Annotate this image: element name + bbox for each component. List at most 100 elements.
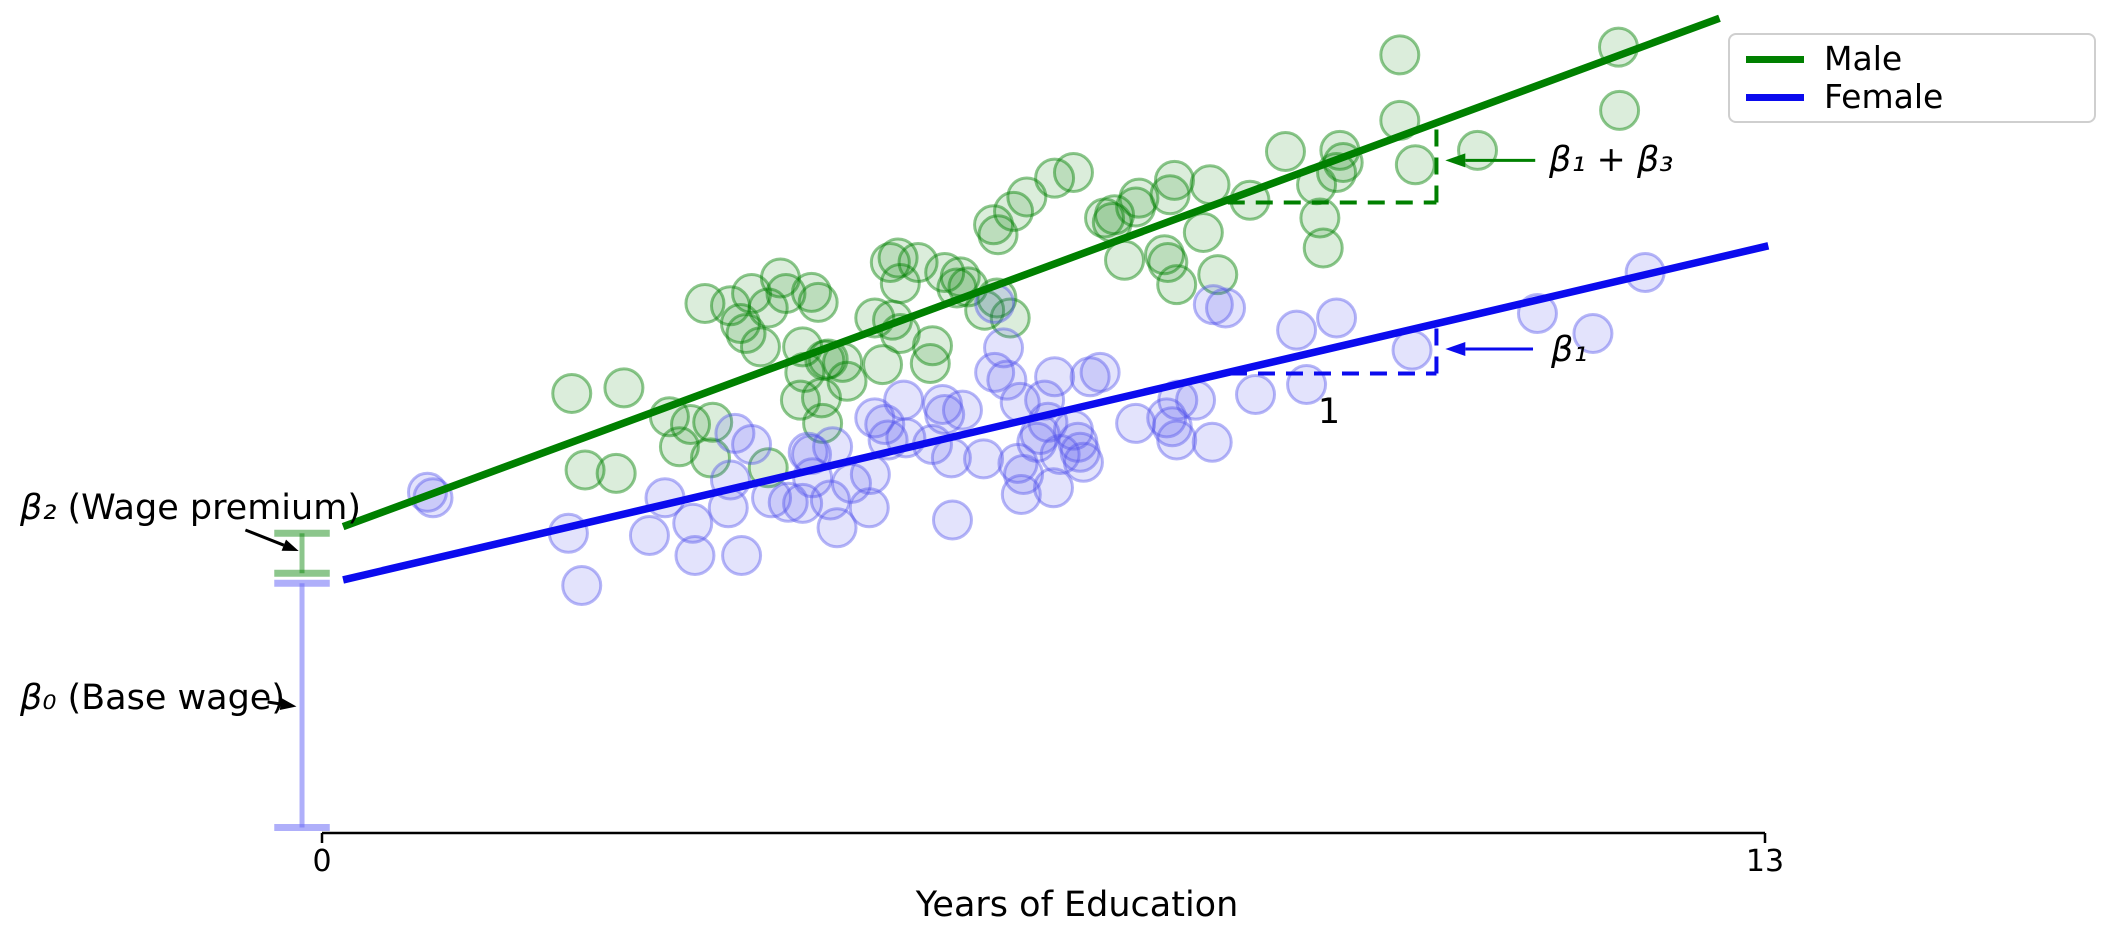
beta2-symbol: β₂	[20, 488, 57, 528]
x-tick-label-0: 0	[312, 844, 332, 879]
female-scatter-point	[767, 481, 809, 523]
male-line-swatch	[1746, 55, 1804, 63]
female-scatter-point	[931, 499, 973, 541]
female-scatter-point	[864, 404, 906, 446]
female-scatter-point	[816, 507, 858, 549]
female-fit-line	[342, 242, 1770, 584]
female-scatter-point	[672, 502, 714, 544]
female-scatter-point	[983, 327, 1025, 369]
male-scatter-point	[1006, 176, 1048, 218]
male-scatter-point	[973, 204, 1015, 246]
base-wage-pointer-arrow	[267, 700, 281, 706]
female-scatter-point	[1032, 467, 1074, 509]
male-scatter-point	[1084, 197, 1126, 239]
female-scatter-point	[1316, 297, 1358, 339]
male-scatter-point	[1147, 241, 1189, 283]
male-scatter-point	[989, 297, 1031, 339]
female-scatter-point	[1391, 329, 1433, 371]
male-scatter-point	[1394, 144, 1436, 186]
base-wage-pointer-arrow-head	[279, 698, 297, 710]
female-scatter-point	[1156, 419, 1198, 461]
female-scatter-point	[674, 535, 716, 576]
male-scatter-point	[709, 285, 751, 327]
female-scatter-point	[731, 424, 773, 465]
female-scatter-point	[1235, 374, 1277, 416]
beta0-symbol: β₀	[20, 678, 57, 718]
male-scatter-point	[802, 402, 844, 444]
female-scatter-point	[721, 535, 763, 576]
female-scatter-point	[1572, 313, 1614, 354]
female-scatter-point	[714, 412, 756, 454]
female-scatter-point	[1003, 453, 1045, 495]
female-scatter-point	[1016, 421, 1058, 463]
male-scatter-point	[731, 273, 773, 315]
male-scatter-point	[765, 273, 807, 315]
male-scatter-point	[1156, 264, 1198, 306]
male-scatter-point	[1115, 186, 1157, 228]
male-scatter-point	[862, 344, 904, 386]
male-scatter-point	[1104, 239, 1146, 281]
male-scatter-point	[1197, 254, 1239, 296]
male-scatter-point	[977, 214, 1019, 256]
beta1-label: β₁	[1551, 330, 1588, 370]
male-scatter-point	[603, 367, 645, 409]
female-scatter-point	[963, 438, 1005, 480]
male-scatter-point	[670, 404, 712, 446]
beta2-caption: (Wage premium)	[56, 488, 361, 528]
male-scatter-point	[1299, 197, 1341, 239]
female-scatter-point	[1079, 351, 1121, 393]
female-scatter-point	[924, 394, 966, 436]
male-scatter-point	[1143, 234, 1185, 276]
male-scatter-point	[1599, 89, 1641, 131]
female-scatter-point	[1192, 284, 1234, 326]
male-scatter-point	[1379, 34, 1421, 76]
beta2-wage-premium-label: β₂ (Wage premium)	[20, 487, 361, 529]
legend-label-female: Female	[1824, 77, 1944, 116]
male-slope-pointer-arrow-head	[1445, 153, 1466, 168]
male-scatter-point	[747, 287, 789, 329]
male-scatter-point	[595, 452, 637, 494]
female-scatter-point	[974, 351, 1016, 393]
female-scatter-point	[1069, 356, 1111, 398]
female-scatter-point	[848, 487, 890, 529]
male-scatter-point	[690, 437, 731, 479]
male-scatter-point	[1302, 227, 1344, 269]
female-line-swatch	[1746, 93, 1804, 101]
male-scatter-point	[897, 241, 939, 283]
male-fit-line	[341, 14, 1721, 531]
male-scatter-point	[658, 426, 700, 468]
female-scatter-point	[941, 389, 983, 431]
female-scatter-point	[1057, 421, 1099, 463]
female-scatter-point	[1276, 309, 1318, 351]
legend: Male Female	[1728, 33, 2096, 123]
male-scatter-point	[826, 360, 868, 402]
male-scatter-point	[739, 326, 781, 368]
male-scatter-point	[801, 377, 842, 419]
legend-label-male: Male	[1824, 39, 1903, 78]
female-slope-pointer-arrow-head	[1445, 342, 1466, 357]
legend-item-male: Male	[1746, 41, 2078, 77]
female-scatter-point	[782, 482, 824, 524]
male-scatter-point	[869, 241, 911, 283]
male-scatter-point	[993, 190, 1035, 232]
legend-item-female: Female	[1746, 79, 2078, 115]
female-scatter-point	[854, 397, 896, 439]
female-scatter-point	[1062, 441, 1104, 483]
male-scatter-point	[684, 283, 726, 325]
male-scatter-point	[924, 251, 966, 293]
male-scatter-point	[719, 303, 761, 345]
female-scatter-point	[1205, 287, 1247, 329]
male-scatter-point	[1052, 152, 1094, 194]
female-scatter-point	[1115, 402, 1157, 444]
male-scatter-point	[877, 237, 919, 279]
male-scatter-point	[1153, 159, 1195, 201]
male-scatter-point	[725, 313, 767, 354]
female-scatter-point	[628, 515, 670, 557]
male-scatter-point	[1264, 130, 1306, 172]
x-tick-label-13: 13	[1745, 844, 1785, 879]
wage-premium-pointer-arrow-head	[281, 539, 299, 552]
male-scatter-point	[1118, 177, 1160, 219]
male-scatter-point	[1094, 194, 1136, 236]
